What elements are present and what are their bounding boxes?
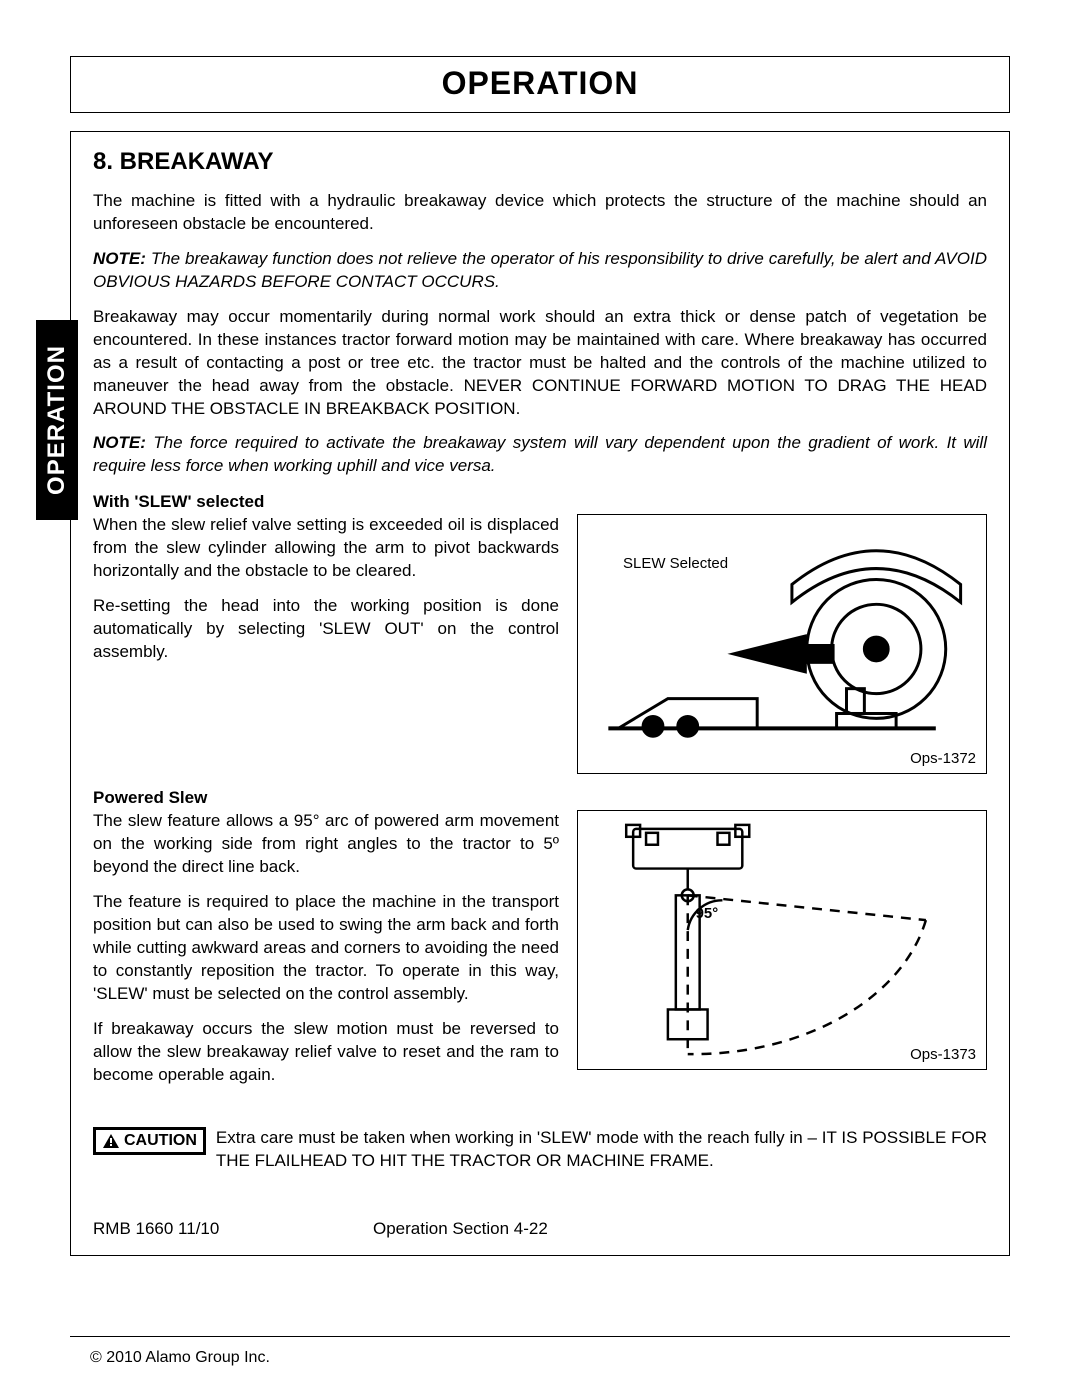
intro-paragraph: The machine is fitted with a hydraulic b…: [93, 190, 987, 236]
note-2-label: NOTE:: [93, 433, 146, 452]
footer-doc-id: RMB 1660 11/10: [93, 1219, 353, 1239]
slew-diagram-icon: [578, 515, 986, 773]
note-2: NOTE: The force required to activate the…: [93, 432, 987, 478]
caution-row: CAUTION Extra care must be taken when wo…: [93, 1127, 987, 1173]
figure-slew-ref: Ops-1372: [910, 750, 976, 767]
figure-powered-ref: Ops-1373: [910, 1046, 976, 1063]
paragraph-2: Breakaway may occur momentarily during n…: [93, 306, 987, 421]
note-1-text: The breakaway function does not relieve …: [93, 249, 987, 291]
powered-p2: The feature is required to place the mac…: [93, 891, 559, 1006]
section-title: 8. BREAKAWAY: [93, 148, 987, 176]
slew-p2: Re-setting the head into the working pos…: [93, 595, 559, 664]
note-1-label: NOTE:: [93, 249, 146, 268]
caution-label: CAUTION: [124, 1132, 197, 1150]
header-box: OPERATION: [70, 56, 1010, 113]
slew-row: When the slew relief valve setting is ex…: [93, 514, 987, 774]
copyright: © 2010 Alamo Group Inc.: [90, 1349, 270, 1367]
powered-row: The slew feature allows a 95° arc of pow…: [93, 810, 987, 1098]
powered-diagram-icon: 95°: [578, 811, 986, 1069]
content-box: 8. BREAKAWAY The machine is fitted with …: [70, 131, 1010, 1256]
powered-text-col: The slew feature allows a 95° arc of pow…: [93, 810, 559, 1098]
page: OPERATION 8. BREAKAWAY The machine is fi…: [0, 0, 1080, 1397]
figure-slew-label: SLEW Selected: [623, 555, 728, 572]
caution-badge: CAUTION: [93, 1127, 206, 1155]
powered-p3: If breakaway occurs the slew motion must…: [93, 1018, 559, 1087]
note-1: NOTE: The breakaway function does not re…: [93, 248, 987, 294]
powered-heading: Powered Slew: [93, 788, 987, 808]
slew-heading: With 'SLEW' selected: [93, 492, 987, 512]
caution-text: Extra care must be taken when working in…: [216, 1127, 987, 1173]
page-divider: [70, 1336, 1010, 1337]
figure-powered: 95° Ops-1373: [577, 810, 987, 1070]
slew-p1: When the slew relief valve setting is ex…: [93, 514, 559, 583]
warning-icon: [102, 1133, 120, 1149]
page-title: OPERATION: [71, 65, 1009, 102]
powered-p1: The slew feature allows a 95° arc of pow…: [93, 810, 559, 879]
note-2-text: The force required to activate the break…: [93, 433, 987, 475]
figure-slew: SLEW Selected: [577, 514, 987, 774]
figure-angle-label: 95°: [696, 906, 719, 922]
footer-row: RMB 1660 11/10 Operation Section 4-22: [93, 1219, 987, 1239]
footer-section: Operation Section 4-22: [353, 1219, 987, 1239]
slew-text-col: When the slew relief valve setting is ex…: [93, 514, 559, 676]
